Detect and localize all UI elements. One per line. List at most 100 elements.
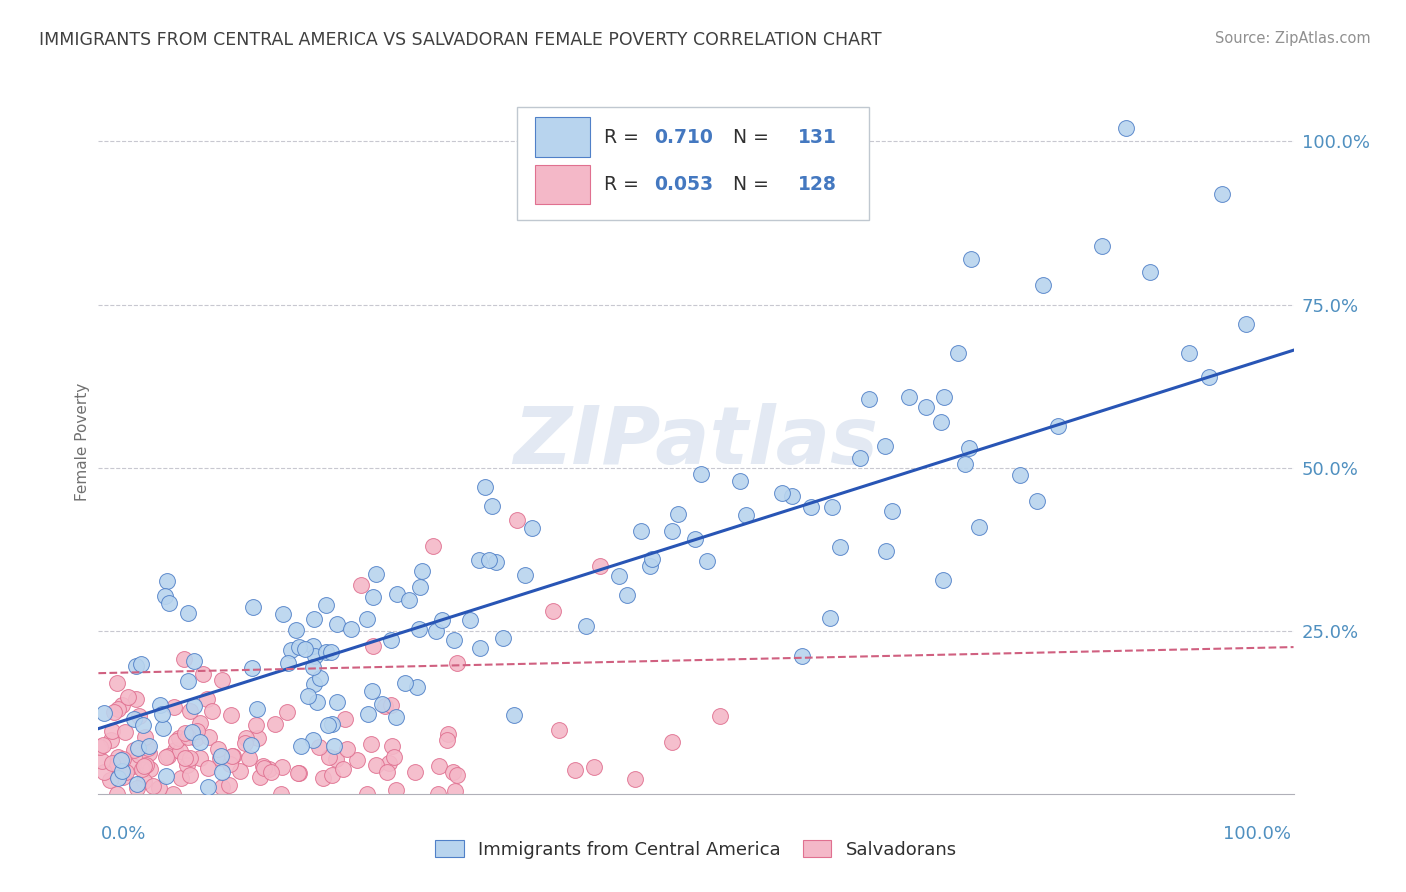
Point [356, 612, 378, 626]
Point [142, 779, 165, 793]
Point [103, 705, 125, 719]
Point [800, 500, 823, 515]
Point [1234, 317, 1257, 331]
Point [309, 671, 332, 685]
Point [100, 733, 122, 747]
Point [107, 702, 129, 716]
Point [728, 475, 751, 489]
Point [382, 750, 405, 764]
Point [165, 743, 187, 757]
Point [188, 751, 211, 765]
Point [967, 520, 990, 534]
Point [157, 596, 180, 610]
Point [125, 780, 148, 795]
Point [735, 508, 758, 522]
Point [315, 645, 337, 659]
Point [186, 723, 208, 738]
Point [1198, 370, 1220, 384]
Point [148, 698, 170, 712]
Point [380, 698, 402, 713]
Point [589, 558, 612, 573]
Point [200, 704, 222, 718]
Point [548, 723, 571, 738]
Point [792, 648, 814, 663]
Point [297, 689, 319, 703]
Point [346, 753, 368, 767]
Point [209, 748, 232, 763]
Point [107, 756, 129, 771]
Point [114, 725, 136, 739]
Point [105, 787, 128, 801]
Point [127, 777, 149, 791]
Point [110, 753, 132, 767]
Point [1115, 121, 1137, 136]
Point [485, 555, 508, 569]
Point [304, 612, 326, 626]
Point [405, 680, 427, 694]
Point [138, 746, 160, 760]
Point [221, 748, 243, 763]
Point [929, 415, 952, 429]
Point [818, 611, 841, 625]
Point [195, 692, 218, 706]
Point [1047, 418, 1070, 433]
Point [478, 553, 501, 567]
FancyBboxPatch shape [534, 165, 589, 204]
Point [880, 504, 903, 518]
Point [122, 759, 145, 773]
Point [427, 758, 450, 772]
Point [107, 749, 129, 764]
Point [325, 752, 347, 766]
Point [191, 667, 214, 681]
Point [263, 716, 285, 731]
Point [90, 754, 112, 768]
Point [152, 721, 174, 735]
Point [336, 742, 359, 756]
Point [167, 731, 190, 746]
Point [302, 659, 325, 673]
Point [364, 567, 387, 582]
Point [404, 765, 426, 780]
Point [394, 676, 416, 690]
Point [117, 690, 139, 704]
Point [246, 702, 269, 716]
Point [436, 733, 458, 747]
Point [960, 252, 983, 266]
Point [211, 673, 233, 687]
Point [630, 524, 652, 538]
Point [238, 751, 260, 765]
Point [381, 739, 404, 754]
Point [468, 641, 491, 656]
Point [252, 759, 274, 773]
Point [541, 604, 564, 618]
Point [932, 390, 955, 404]
Point [361, 684, 384, 698]
Point [385, 710, 408, 724]
Point [641, 551, 664, 566]
Point [638, 559, 661, 574]
Point [207, 741, 229, 756]
Point [446, 657, 468, 671]
Point [357, 707, 380, 722]
Point [277, 656, 299, 670]
Text: 100.0%: 100.0% [1223, 825, 1291, 843]
Point [131, 657, 153, 671]
Point [176, 757, 198, 772]
Point [276, 705, 298, 719]
Point [689, 467, 711, 481]
Point [112, 751, 135, 765]
Point [377, 756, 399, 770]
Point [374, 698, 396, 713]
Point [134, 730, 156, 744]
Text: Source: ZipAtlas.com: Source: ZipAtlas.com [1215, 31, 1371, 46]
Point [135, 757, 157, 772]
Point [280, 643, 302, 657]
Text: IMMIGRANTS FROM CENTRAL AMERICA VS SALVADORAN FEMALE POVERTY CORRELATION CHART: IMMIGRANTS FROM CENTRAL AMERICA VS SALVA… [39, 31, 882, 49]
Point [249, 770, 271, 784]
Point [288, 765, 311, 780]
FancyBboxPatch shape [517, 107, 869, 219]
Point [326, 616, 349, 631]
Legend: Immigrants from Central America, Salvadorans: Immigrants from Central America, Salvado… [427, 832, 965, 866]
Point [294, 642, 316, 657]
Point [219, 757, 242, 772]
